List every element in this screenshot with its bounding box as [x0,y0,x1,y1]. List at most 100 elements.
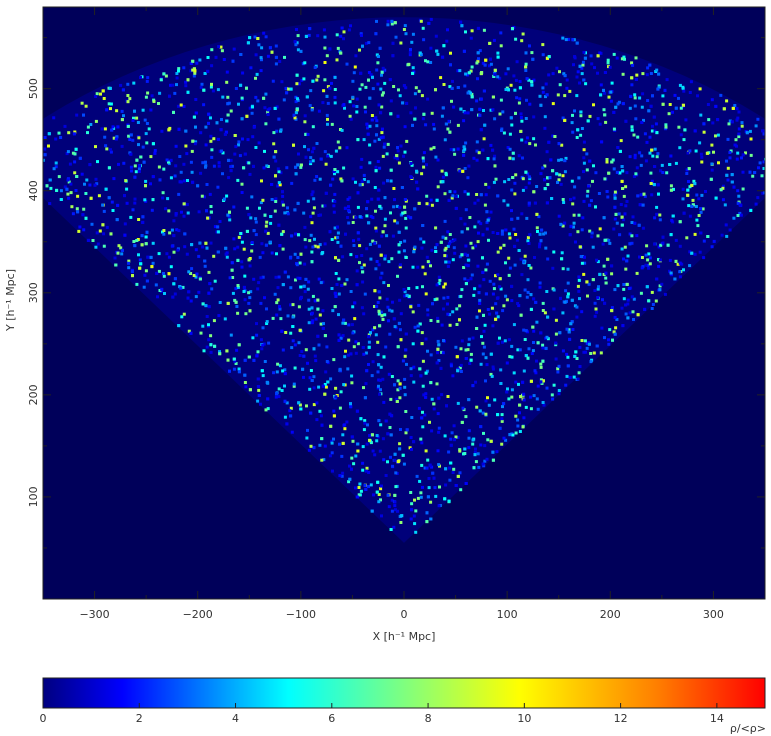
density-cell [585,346,589,350]
density-cell [661,94,665,98]
density-cell [545,150,549,154]
density-cell [371,216,375,220]
density-cell [309,89,313,93]
density-cell [411,123,414,127]
density-cell [228,210,231,214]
density-cell [396,274,399,278]
density-cell [582,272,586,276]
density-cell [341,321,345,325]
density-cell [333,192,337,196]
density-cell [179,170,183,174]
density-cell [255,354,259,358]
density-cell [575,94,579,98]
density-cell [402,288,406,292]
density-cell [365,466,369,470]
density-cell [439,366,443,370]
density-cell [541,343,545,347]
density-cell [367,221,371,225]
density-cell [221,151,225,155]
density-cell [323,334,327,338]
density-cell [120,252,124,256]
density-cell [34,151,37,154]
density-cell [209,139,213,143]
density-cell [71,151,75,155]
density-cell [591,278,595,282]
density-cell [466,227,470,231]
density-cell [202,103,206,107]
density-cell [227,158,230,162]
density-cell [185,152,189,156]
density-cell [607,238,611,242]
density-cell [209,134,213,138]
density-cell [331,177,335,181]
density-cell [402,154,405,158]
density-cell [733,104,737,107]
density-cell [569,224,573,228]
density-cell [63,124,67,128]
density-cell [521,156,524,160]
density-cell [142,285,146,289]
density-cell [330,441,334,445]
density-cell [345,420,349,424]
density-cell [500,129,503,132]
density-cell [389,455,392,459]
density-cell [133,175,137,179]
density-cell [653,242,657,246]
density-cell [600,326,604,330]
density-cell [669,154,673,158]
density-cell [276,298,280,302]
density-cell [502,131,506,135]
density-cell [458,304,462,308]
density-cell [252,125,256,129]
density-cell [236,284,240,287]
density-cell [739,213,743,217]
density-cell [492,287,496,291]
density-cell [625,171,629,175]
density-cell [260,58,263,62]
density-cell [133,201,137,205]
density-cell [306,428,309,432]
density-cell [261,343,265,347]
density-cell [337,258,341,262]
density-cell [388,332,392,336]
density-cell [201,161,205,165]
density-cell [405,428,409,432]
density-cell [754,124,758,128]
density-cell [518,294,522,298]
density-cell [660,282,664,286]
density-cell [663,292,667,296]
density-cell [70,205,74,209]
density-cell [673,277,677,281]
density-cell [225,255,229,259]
density-cell [448,466,452,470]
density-cell [460,24,464,28]
density-cell [254,95,258,99]
density-cell [348,100,352,104]
density-cell [520,39,524,43]
density-cell [441,175,445,179]
density-cell [605,238,609,242]
density-cell [657,72,661,76]
density-cell [543,178,546,182]
density-cell [573,185,577,189]
density-cell [650,290,654,294]
density-cell [736,189,740,193]
density-cell [207,112,211,116]
density-cell [399,312,403,316]
density-cell [343,427,347,431]
density-cell [481,148,485,152]
density-cell [612,110,616,114]
density-cell [604,281,608,285]
density-cell [175,76,179,80]
density-cell [544,231,547,235]
density-cell [472,466,476,470]
density-cell [163,292,166,295]
density-cell [436,316,440,320]
density-cell [508,147,512,151]
density-cell [377,137,381,141]
density-cell [505,298,509,302]
density-cell [393,198,396,202]
density-cell [360,254,364,257]
density-cell [403,385,407,389]
density-cell [310,379,314,382]
